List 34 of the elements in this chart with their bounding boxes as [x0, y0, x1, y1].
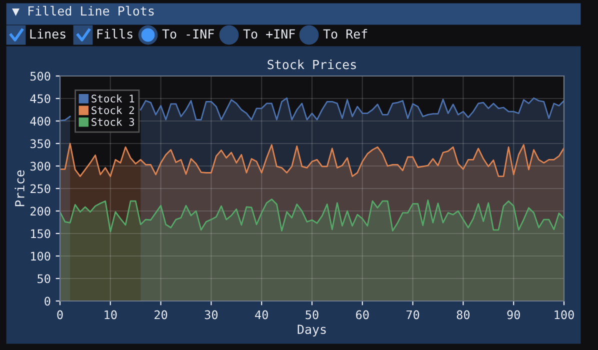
x-tick-label: 0: [57, 310, 63, 320]
y-tick-label: 450: [30, 94, 50, 104]
y-tick-label: 50: [38, 274, 50, 284]
y-tick-label: 250: [30, 184, 50, 194]
y-tick-label: 350: [30, 139, 50, 148]
text: To Ref: [323, 28, 368, 39]
text: Lines: [30, 28, 66, 39]
y-tick-label: 150: [31, 229, 50, 238]
text: To -INF: [162, 29, 214, 39]
x-tick-label: 10: [104, 310, 117, 320]
y-axis-title: Price: [14, 170, 24, 206]
legend-label: Stock 2: [92, 106, 134, 114]
y-tick-label: 200: [30, 206, 50, 216]
x-tick-label: 80: [456, 310, 470, 320]
y-tick-label: 100: [31, 252, 50, 261]
x-tick-label: 40: [255, 310, 268, 320]
legend-label: Stock 1: [92, 94, 134, 102]
x-axis-title: Days: [298, 324, 326, 336]
x-tick-label: 50: [306, 310, 318, 320]
x-tick-label: 60: [356, 310, 369, 320]
x-tick-label: 70: [406, 310, 420, 320]
text: Fills: [97, 28, 132, 39]
chart-title: Stock Prices: [268, 60, 356, 70]
legend-label: Stock 3: [92, 118, 134, 126]
y-tick-label: 400: [30, 116, 50, 126]
x-tick-label: 30: [204, 310, 218, 320]
x-tick-label: 100: [554, 310, 574, 320]
y-tick-label: 300: [30, 162, 50, 171]
text: ▼ Filled Line Plots: [12, 6, 154, 16]
x-tick-label: 90: [507, 310, 520, 320]
x-tick-label: 20: [154, 310, 168, 320]
y-tick-label: 500: [30, 72, 50, 81]
y-tick-label: 0: [44, 296, 50, 306]
text: To +INF: [243, 29, 295, 39]
